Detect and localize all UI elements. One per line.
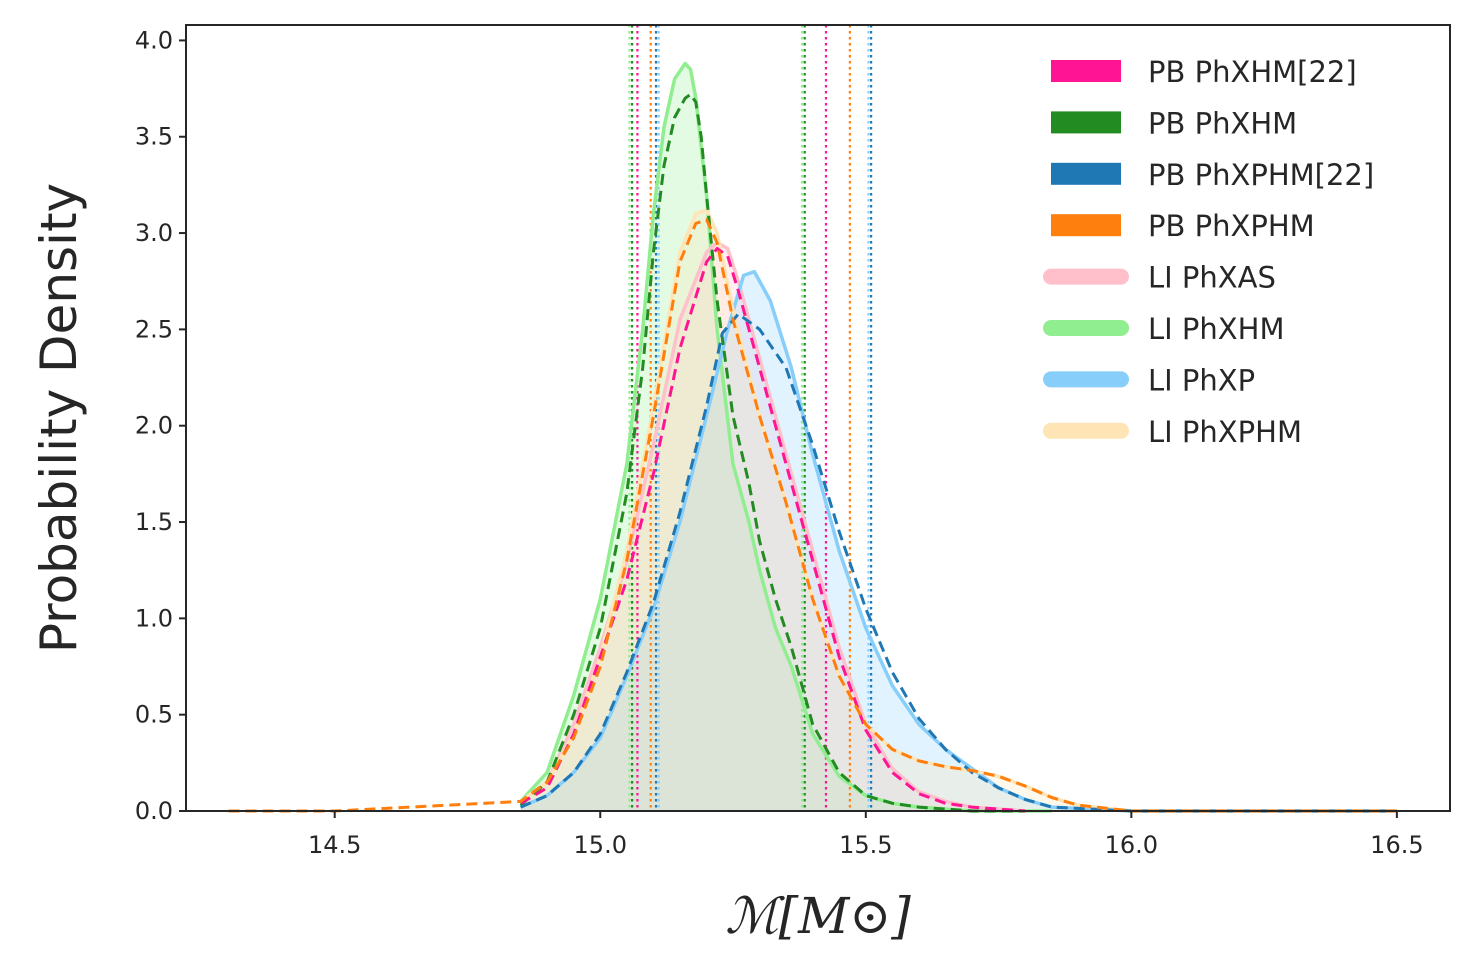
legend-item-pb-phxphm: PB PhXPHM	[1051, 209, 1315, 243]
legend-label: LI PhXP	[1148, 363, 1255, 397]
legend: PB PhXHM[22] PB PhXHM PB PhXPHM[22] PB PhXP…	[1043, 55, 1374, 449]
plot-frame	[185, 24, 1451, 812]
legend-item-pb-phxhm-22: PB PhXHM[22]	[1051, 55, 1357, 89]
y-tick-label: 1.0	[135, 604, 173, 632]
legend-item-li-phxhm: LI PhXHM	[1043, 312, 1285, 346]
x-tick-label: 16.5	[1370, 831, 1423, 859]
y-tick-label: 2.5	[135, 315, 173, 343]
x-axis: 14.5 15.0 15.5 16.0 16.5	[308, 811, 1424, 859]
legend-label: LI PhXHM	[1148, 312, 1285, 346]
legend-item-li-phxas: LI PhXAS	[1043, 261, 1276, 295]
legend-item-pb-phxphm-22: PB PhXPHM[22]	[1051, 158, 1374, 192]
x-tick-label: 16.0	[1105, 831, 1158, 859]
legend-label: PB PhXHM	[1148, 106, 1297, 140]
fill-li-phxas	[520, 242, 1026, 811]
fill-li-phxphm	[520, 209, 1397, 811]
x-tick-label: 14.5	[308, 831, 361, 859]
x-axis-label: ℳ[M⊙]	[725, 887, 911, 945]
x-tick-label: 15.0	[574, 831, 627, 859]
y-tick-label: 1.5	[135, 508, 173, 536]
series-line-pb-phxphm	[228, 218, 1397, 813]
legend-label: LI PhXAS	[1148, 261, 1276, 295]
legend-label: PB PhXPHM	[1148, 209, 1315, 243]
fill-li-phxp	[520, 271, 1397, 812]
y-tick-label: 3.0	[135, 219, 173, 247]
y-tick-label: 2.0	[135, 412, 173, 440]
y-tick-label: 0.5	[135, 701, 173, 729]
x-tick-label: 15.5	[839, 831, 892, 859]
legend-swatch	[1051, 214, 1121, 237]
series-lines-layer	[228, 61, 1397, 813]
legend-label: PB PhXHM[22]	[1148, 55, 1357, 89]
legend-item-pb-phxhm: PB PhXHM	[1051, 106, 1297, 140]
legend-item-li-phxp: LI PhXP	[1043, 363, 1255, 397]
y-tick-label: 0.0	[135, 797, 173, 825]
legend-label: LI PhXPHM	[1148, 415, 1302, 449]
y-tick-label: 3.5	[135, 123, 173, 151]
series-line-pb-phxhm-22	[519, 247, 1026, 813]
legend-swatch	[1051, 60, 1121, 82]
y-tick-label: 4.0	[135, 26, 173, 54]
legend-swatch	[1051, 162, 1121, 185]
y-axis-label: Probability Density	[30, 183, 88, 653]
legend-swatch	[1051, 111, 1121, 134]
series-line-pb-phxhm	[519, 92, 1026, 813]
legend-item-li-phxphm: LI PhXPHM	[1043, 415, 1302, 449]
y-axis: 0.0 0.5 1.0 1.5 2.0 2.5 3.0 3.5 4.0	[135, 26, 186, 825]
legend-label: PB PhXPHM[22]	[1148, 158, 1374, 192]
interval-lines-layer	[628, 25, 873, 811]
series-line-pb-phxphm-22	[520, 312, 1397, 813]
